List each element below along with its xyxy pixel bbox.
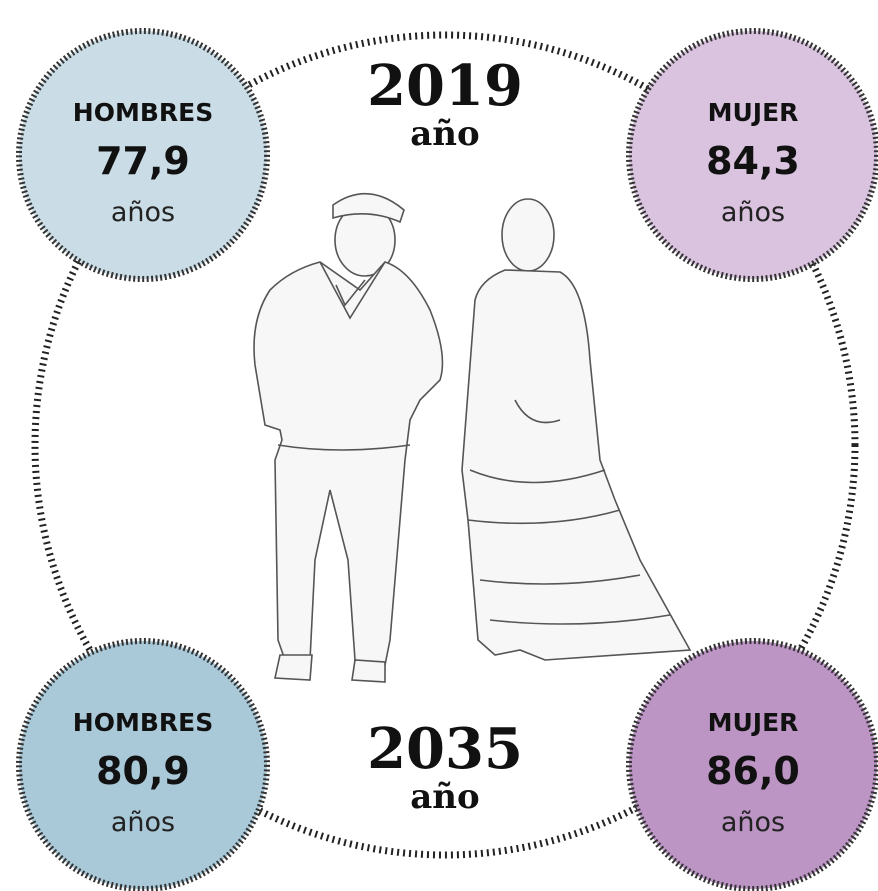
circle-unit: años (721, 197, 785, 228)
year-bottom: 2035 año (367, 716, 523, 817)
circle-unit: años (721, 807, 785, 838)
year: 2035 (367, 716, 523, 782)
year-unit: año (410, 777, 479, 817)
circle-label: HOMBRES (73, 708, 213, 737)
outer-ring (31, 31, 859, 859)
circle-unit: años (111, 807, 175, 838)
circle-value: 80,9 (96, 749, 190, 793)
circle-label: HOMBRES (73, 98, 213, 127)
stat-circle: HOMBRES 77,9 años (16, 28, 270, 282)
stat-circle: MUJER 84,3 años (626, 28, 878, 282)
circle-bg (626, 28, 878, 282)
circle-label: MUJER (708, 708, 799, 737)
year: 2019 (367, 53, 523, 119)
circle-value: 84,3 (706, 139, 800, 183)
circle-bg (626, 638, 878, 891)
man-figure (253, 192, 444, 683)
circle-unit: años (111, 197, 175, 228)
stat-circle: HOMBRES 80,9 años (16, 638, 270, 891)
woman-figure (461, 198, 692, 661)
circle-label: MUJER (708, 98, 799, 127)
circle-value: 77,9 (96, 139, 190, 183)
circle-bg (16, 638, 270, 891)
stat-circle: MUJER 86,0 años (626, 638, 878, 891)
circle-bg (16, 28, 270, 282)
year-top: 2019 año (367, 53, 523, 154)
year-unit: año (410, 114, 479, 154)
circle-value: 86,0 (706, 749, 800, 793)
circles: HOMBRES 77,9 años MUJER 84,3 años HOMBRES 80,9 a… (16, 28, 878, 891)
